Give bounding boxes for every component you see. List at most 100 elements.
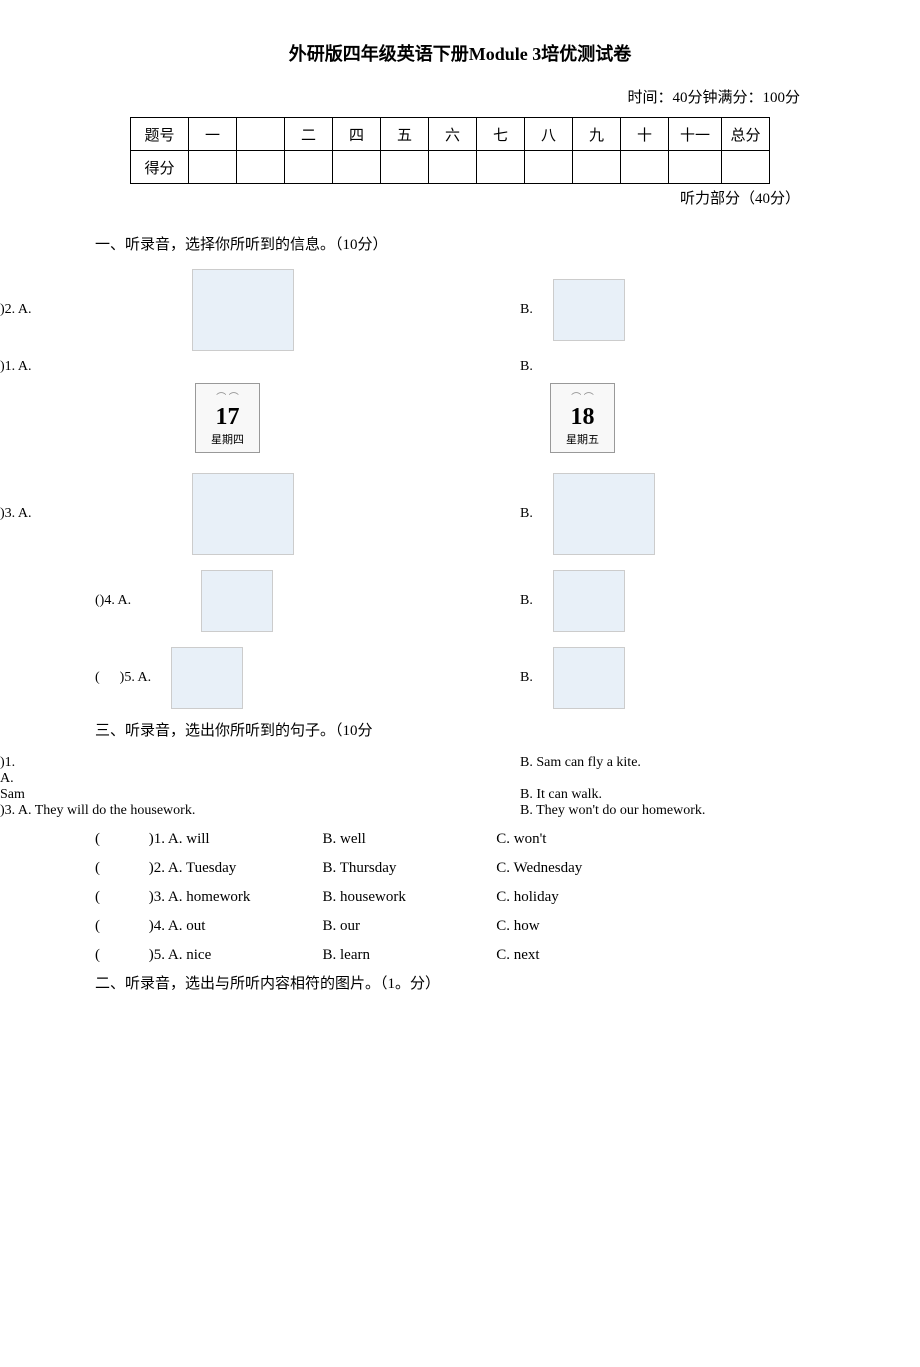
header-cell: 七 [477, 118, 525, 151]
q-right: B. Sam can fly a kite. [520, 755, 920, 771]
calendar-day: 星期五 [566, 431, 599, 447]
section3-qsam: Sam B. It can walk. [0, 787, 920, 803]
header-cell: 十 [621, 118, 669, 151]
q-left: A. [0, 771, 520, 787]
score-cell [333, 151, 381, 184]
q-label: )5. A. [120, 670, 152, 686]
option-a: )1. A. will [149, 831, 319, 848]
score-cell [381, 151, 429, 184]
question-row: ()4. A. B. [0, 570, 920, 632]
option-c: C. how [496, 918, 539, 934]
option-c: C. holiday [496, 889, 559, 905]
paren: ( [95, 947, 145, 964]
image-placeholder [171, 647, 243, 709]
q-left: Sam [0, 787, 520, 803]
table-row: 得分 [131, 151, 770, 184]
score-cell [669, 151, 722, 184]
image-placeholder [553, 647, 625, 709]
q-label: B. [520, 506, 533, 522]
header-cell: 十一 [669, 118, 722, 151]
q-label: )1. A. [0, 359, 32, 375]
paren: ( [95, 860, 145, 877]
choice-row: ( )2. A. Tuesday B. Thursday C. Wednesda… [95, 860, 920, 877]
section1-header: 一、听录音，选择你所听到的信息。（10分） [95, 233, 920, 254]
option-c: C. next [496, 947, 539, 963]
calendar-day: 星期四 [211, 431, 244, 447]
section3-q1: )1. B. Sam can fly a kite. [0, 755, 920, 771]
header-cell: 九 [573, 118, 621, 151]
image-placeholder [553, 473, 655, 555]
section3-header: 三、听录音，选出你所听到的句子。（10分 [95, 719, 920, 740]
option-b: B. well [323, 831, 493, 848]
paren: ( [95, 918, 145, 935]
header-cell: 总分 [722, 118, 770, 151]
score-cell [525, 151, 573, 184]
header-cell: 五 [381, 118, 429, 151]
score-cell [573, 151, 621, 184]
section3-qa: A. [0, 771, 920, 787]
ring-icon: ⌒ ⌒ [566, 389, 599, 404]
choice-row: ( )3. A. homework B. housework C. holida… [95, 889, 920, 906]
score-cell [477, 151, 525, 184]
time-info: 时间：40分钟满分：100分 [0, 86, 920, 107]
image-placeholder [192, 473, 294, 555]
ring-icon: ⌒ ⌒ [211, 389, 244, 404]
header-cell: 一 [189, 118, 237, 151]
option-c: C. won't [496, 831, 546, 847]
header-cell: 八 [525, 118, 573, 151]
image-placeholder [553, 570, 625, 632]
table-row: 题号 一 二 四 五 六 七 八 九 十 十一 总分 [131, 118, 770, 151]
option-b: B. our [323, 918, 493, 935]
score-cell [621, 151, 669, 184]
choice-row: ( )1. A. will B. well C. won't [95, 831, 920, 848]
score-cell [237, 151, 285, 184]
image-placeholder [201, 570, 273, 632]
q-label: B. [520, 359, 533, 375]
question-row: )3. A. B. [0, 473, 920, 555]
option-a: )3. A. homework [149, 889, 319, 906]
row-label: 题号 [131, 118, 189, 151]
option-b: B. learn [323, 947, 493, 964]
choice-row: ( )5. A. nice B. learn C. next [95, 947, 920, 964]
q-label: B. [520, 593, 533, 609]
score-cell [429, 151, 477, 184]
paren: ( [95, 670, 100, 686]
calendar-number: 18 [566, 404, 599, 431]
score-table: 题号 一 二 四 五 六 七 八 九 十 十一 总分 得分 [130, 117, 770, 184]
header-cell: 六 [429, 118, 477, 151]
q-label: ()4. A. [95, 593, 131, 609]
option-a: )4. A. out [149, 918, 319, 935]
paren: ( [95, 889, 145, 906]
q-label: B. [520, 670, 533, 686]
header-cell: 四 [333, 118, 381, 151]
score-cell [722, 151, 770, 184]
paren: ( [95, 831, 145, 848]
section3-q3: )3. A. They will do the housework. B. Th… [0, 803, 920, 819]
calendar-number: 17 [211, 404, 244, 431]
row-label: 得分 [131, 151, 189, 184]
calendar-b: ⌒ ⌒ 18 星期五 [550, 383, 615, 453]
score-cell [285, 151, 333, 184]
q-label: )3. A. [0, 506, 32, 522]
score-cell [189, 151, 237, 184]
question-row: ( )5. A. B. [0, 647, 920, 709]
option-b: B. Thursday [323, 860, 493, 877]
page-title: 外研版四年级英语下册Module 3培优测试卷 [0, 40, 920, 66]
q-right: B. They won't do our homework. [520, 803, 920, 819]
q-left: )1. [0, 755, 520, 771]
listening-part-label: 听力部分（40分） [0, 187, 920, 208]
question-row: )2. A. B. [0, 269, 920, 351]
q-label: B. [520, 302, 533, 318]
header-cell [237, 118, 285, 151]
q-right: B. It can walk. [520, 787, 920, 803]
option-b: B. housework [323, 889, 493, 906]
section2-header: 二、听录音，选出与所听内容相符的图片。（1。分） [95, 972, 920, 993]
option-c: C. Wednesday [496, 860, 582, 876]
question-row: ⌒ ⌒ 17 星期四 ⌒ ⌒ 18 星期五 [0, 383, 920, 453]
header-cell: 二 [285, 118, 333, 151]
q-left: )3. A. They will do the housework. [0, 803, 520, 819]
calendar-a: ⌒ ⌒ 17 星期四 [195, 383, 260, 453]
q-right [520, 771, 920, 787]
question-row: )1. A. B. [0, 359, 920, 375]
option-a: )5. A. nice [149, 947, 319, 964]
